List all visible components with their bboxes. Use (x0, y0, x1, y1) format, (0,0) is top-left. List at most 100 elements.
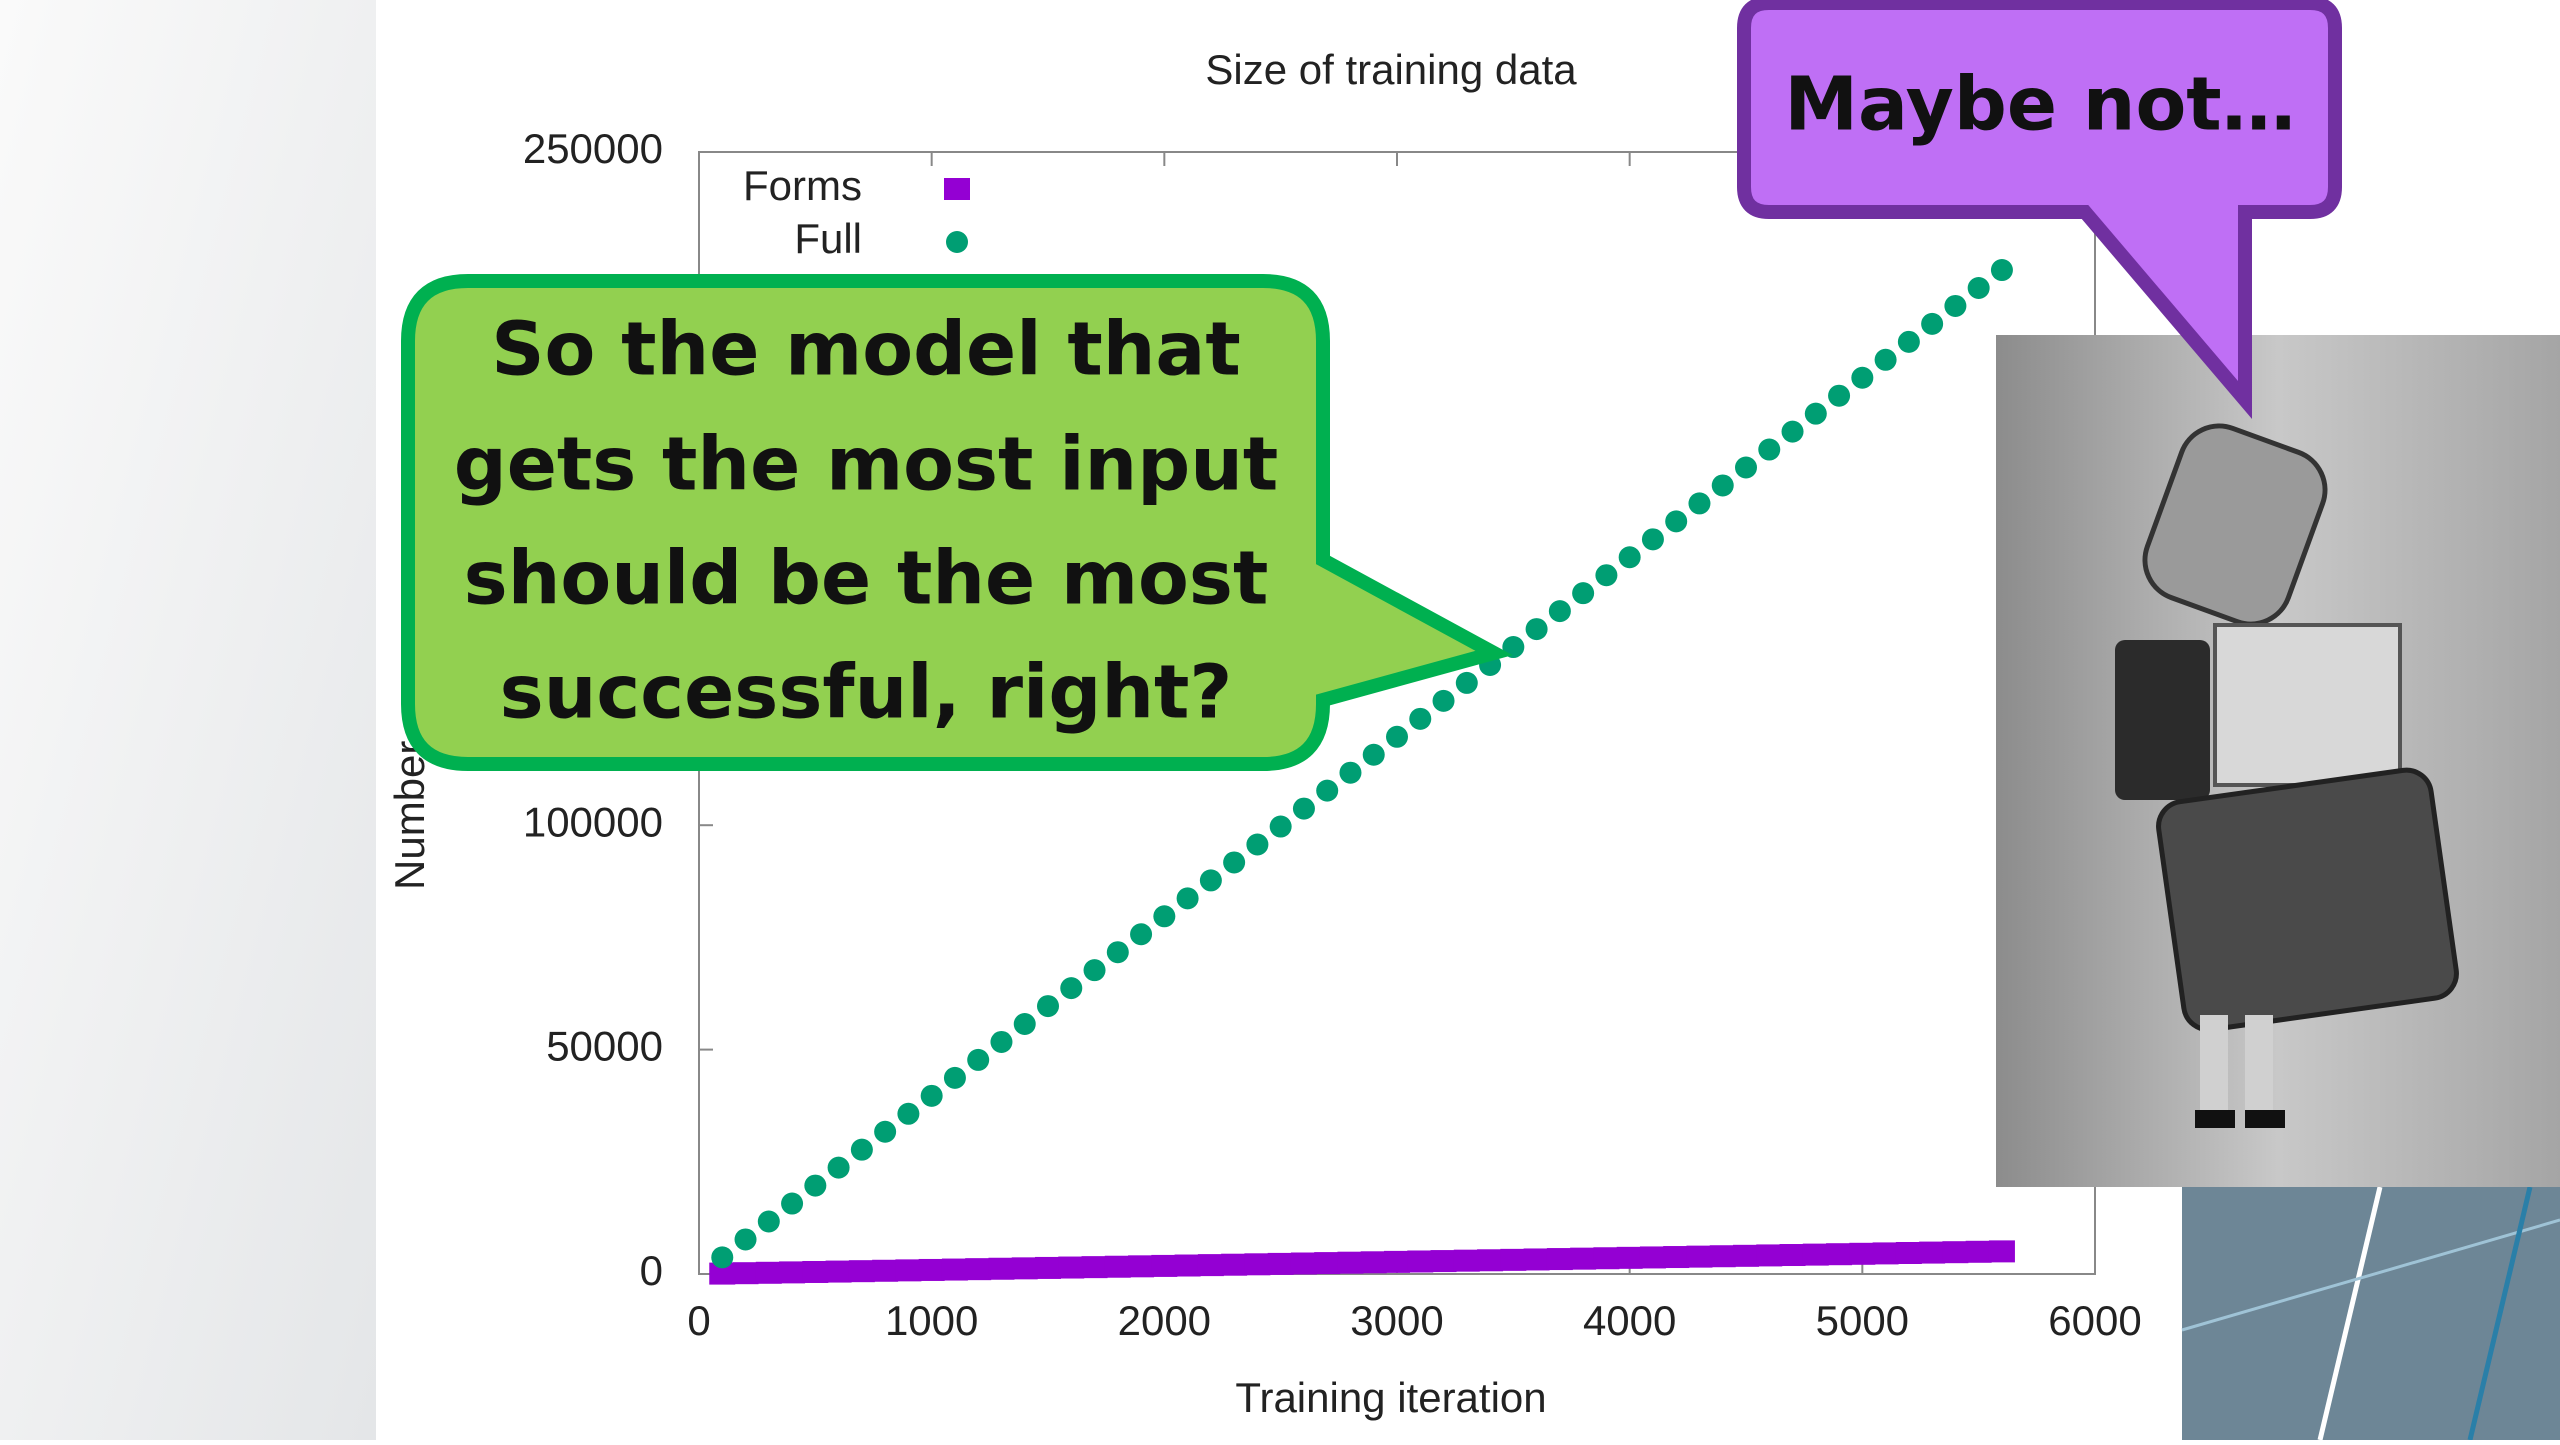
data-point (1221, 1253, 1248, 1276)
data-point (1988, 1240, 2015, 1263)
data-point (941, 1258, 968, 1281)
green-callout: So the model that gets the most input sh… (401, 274, 1513, 771)
data-point (1106, 941, 1129, 964)
data-point (781, 1192, 804, 1215)
data-point (990, 1030, 1013, 1053)
y-tick-label: 100000 (523, 798, 663, 845)
data-point (1037, 995, 1059, 1018)
data-point (1967, 276, 1990, 299)
data-point (1897, 330, 1920, 353)
data-point (732, 1262, 759, 1285)
y-tick-label: 50000 (546, 1023, 663, 1070)
data-point (1921, 312, 1944, 335)
data-point (1453, 1249, 1480, 1272)
data-point (965, 1258, 992, 1281)
data-point (1130, 923, 1153, 946)
data-point (1314, 1252, 1341, 1275)
data-point (825, 1260, 852, 1283)
callout-text: So the model that (491, 307, 1241, 393)
data-point (1663, 1246, 1690, 1269)
photo (1996, 335, 2560, 1187)
callout-text: successful, right? (500, 650, 1233, 736)
data-point (1430, 1250, 1457, 1273)
side-panel (0, 0, 376, 1440)
data-point (1546, 1248, 1573, 1271)
callout-text: should be the most (464, 536, 1269, 622)
data-point (1802, 1243, 1829, 1266)
data-point (1990, 259, 2013, 282)
data-point (1735, 456, 1757, 479)
data-point (734, 1228, 757, 1251)
x-axis-label: Training iteration (1235, 1374, 1546, 1421)
data-point (711, 1246, 734, 1269)
data-point (1432, 689, 1455, 712)
data-point (1779, 1244, 1806, 1267)
x-tick-label: 6000 (2048, 1297, 2141, 1344)
x-tick-label: 1000 (885, 1297, 978, 1344)
data-point (1362, 743, 1385, 766)
callout-text: gets the most input (454, 422, 1279, 508)
corner-decoration (2181, 1186, 2560, 1441)
data-point (1641, 528, 1664, 551)
data-point (1153, 905, 1176, 928)
data-point (1174, 1254, 1201, 1277)
data-point (1851, 366, 1874, 389)
data-point (1409, 707, 1432, 730)
data-point (1616, 1246, 1643, 1269)
legend-label: Full (794, 215, 862, 262)
data-point (1337, 1251, 1364, 1274)
data-point (1083, 959, 1106, 982)
y-axis-label: Number (386, 741, 433, 890)
data-point (1872, 1242, 1899, 1265)
data-point (1058, 1256, 1085, 1279)
data-point (1477, 1249, 1504, 1272)
data-point (757, 1210, 780, 1233)
data-point (1197, 1254, 1224, 1277)
x-tick-label: 2000 (1118, 1297, 1211, 1344)
data-point (1339, 761, 1362, 784)
data-point (872, 1259, 899, 1282)
data-point (1223, 851, 1246, 874)
x-tick-label: 3000 (1350, 1297, 1443, 1344)
data-point (1942, 1241, 1969, 1264)
legend-label: Forms (743, 162, 862, 209)
data-point (1035, 1256, 1061, 1279)
legend-marker (946, 231, 968, 253)
data-point (1269, 815, 1292, 838)
data-point (1570, 1247, 1597, 1270)
data-point (1011, 1257, 1038, 1280)
data-point (943, 1066, 966, 1089)
data-point (1407, 1250, 1434, 1273)
data-point (1199, 869, 1222, 892)
data-point (1849, 1242, 1876, 1265)
data-point (1895, 1241, 1922, 1264)
data-point (1639, 1246, 1666, 1269)
data-point (895, 1259, 922, 1282)
legend-marker (944, 178, 970, 200)
data-point (1290, 1252, 1317, 1275)
data-point (1711, 474, 1734, 497)
data-point (1523, 1248, 1550, 1271)
data-point (1804, 402, 1827, 425)
x-tick-label: 4000 (1583, 1297, 1676, 1344)
data-point (779, 1261, 806, 1284)
data-point (1013, 1013, 1036, 1036)
data-point (897, 1102, 920, 1125)
data-point (874, 1120, 897, 1143)
chart-title: Size of training data (1205, 46, 1577, 93)
data-point (1128, 1255, 1155, 1278)
data-point (920, 1084, 943, 1107)
data-point (1455, 671, 1478, 694)
data-point (1593, 1247, 1620, 1270)
data-point (1709, 1245, 1736, 1268)
data-point (1665, 510, 1688, 533)
data-point (1826, 1243, 1853, 1266)
data-point (1828, 384, 1851, 407)
data-point (1944, 294, 1967, 317)
data-point (1781, 420, 1804, 443)
data-point (1595, 564, 1618, 587)
data-point (1618, 546, 1641, 569)
x-tick-label: 0 (687, 1297, 710, 1344)
x-tick-label: 5000 (1816, 1297, 1909, 1344)
